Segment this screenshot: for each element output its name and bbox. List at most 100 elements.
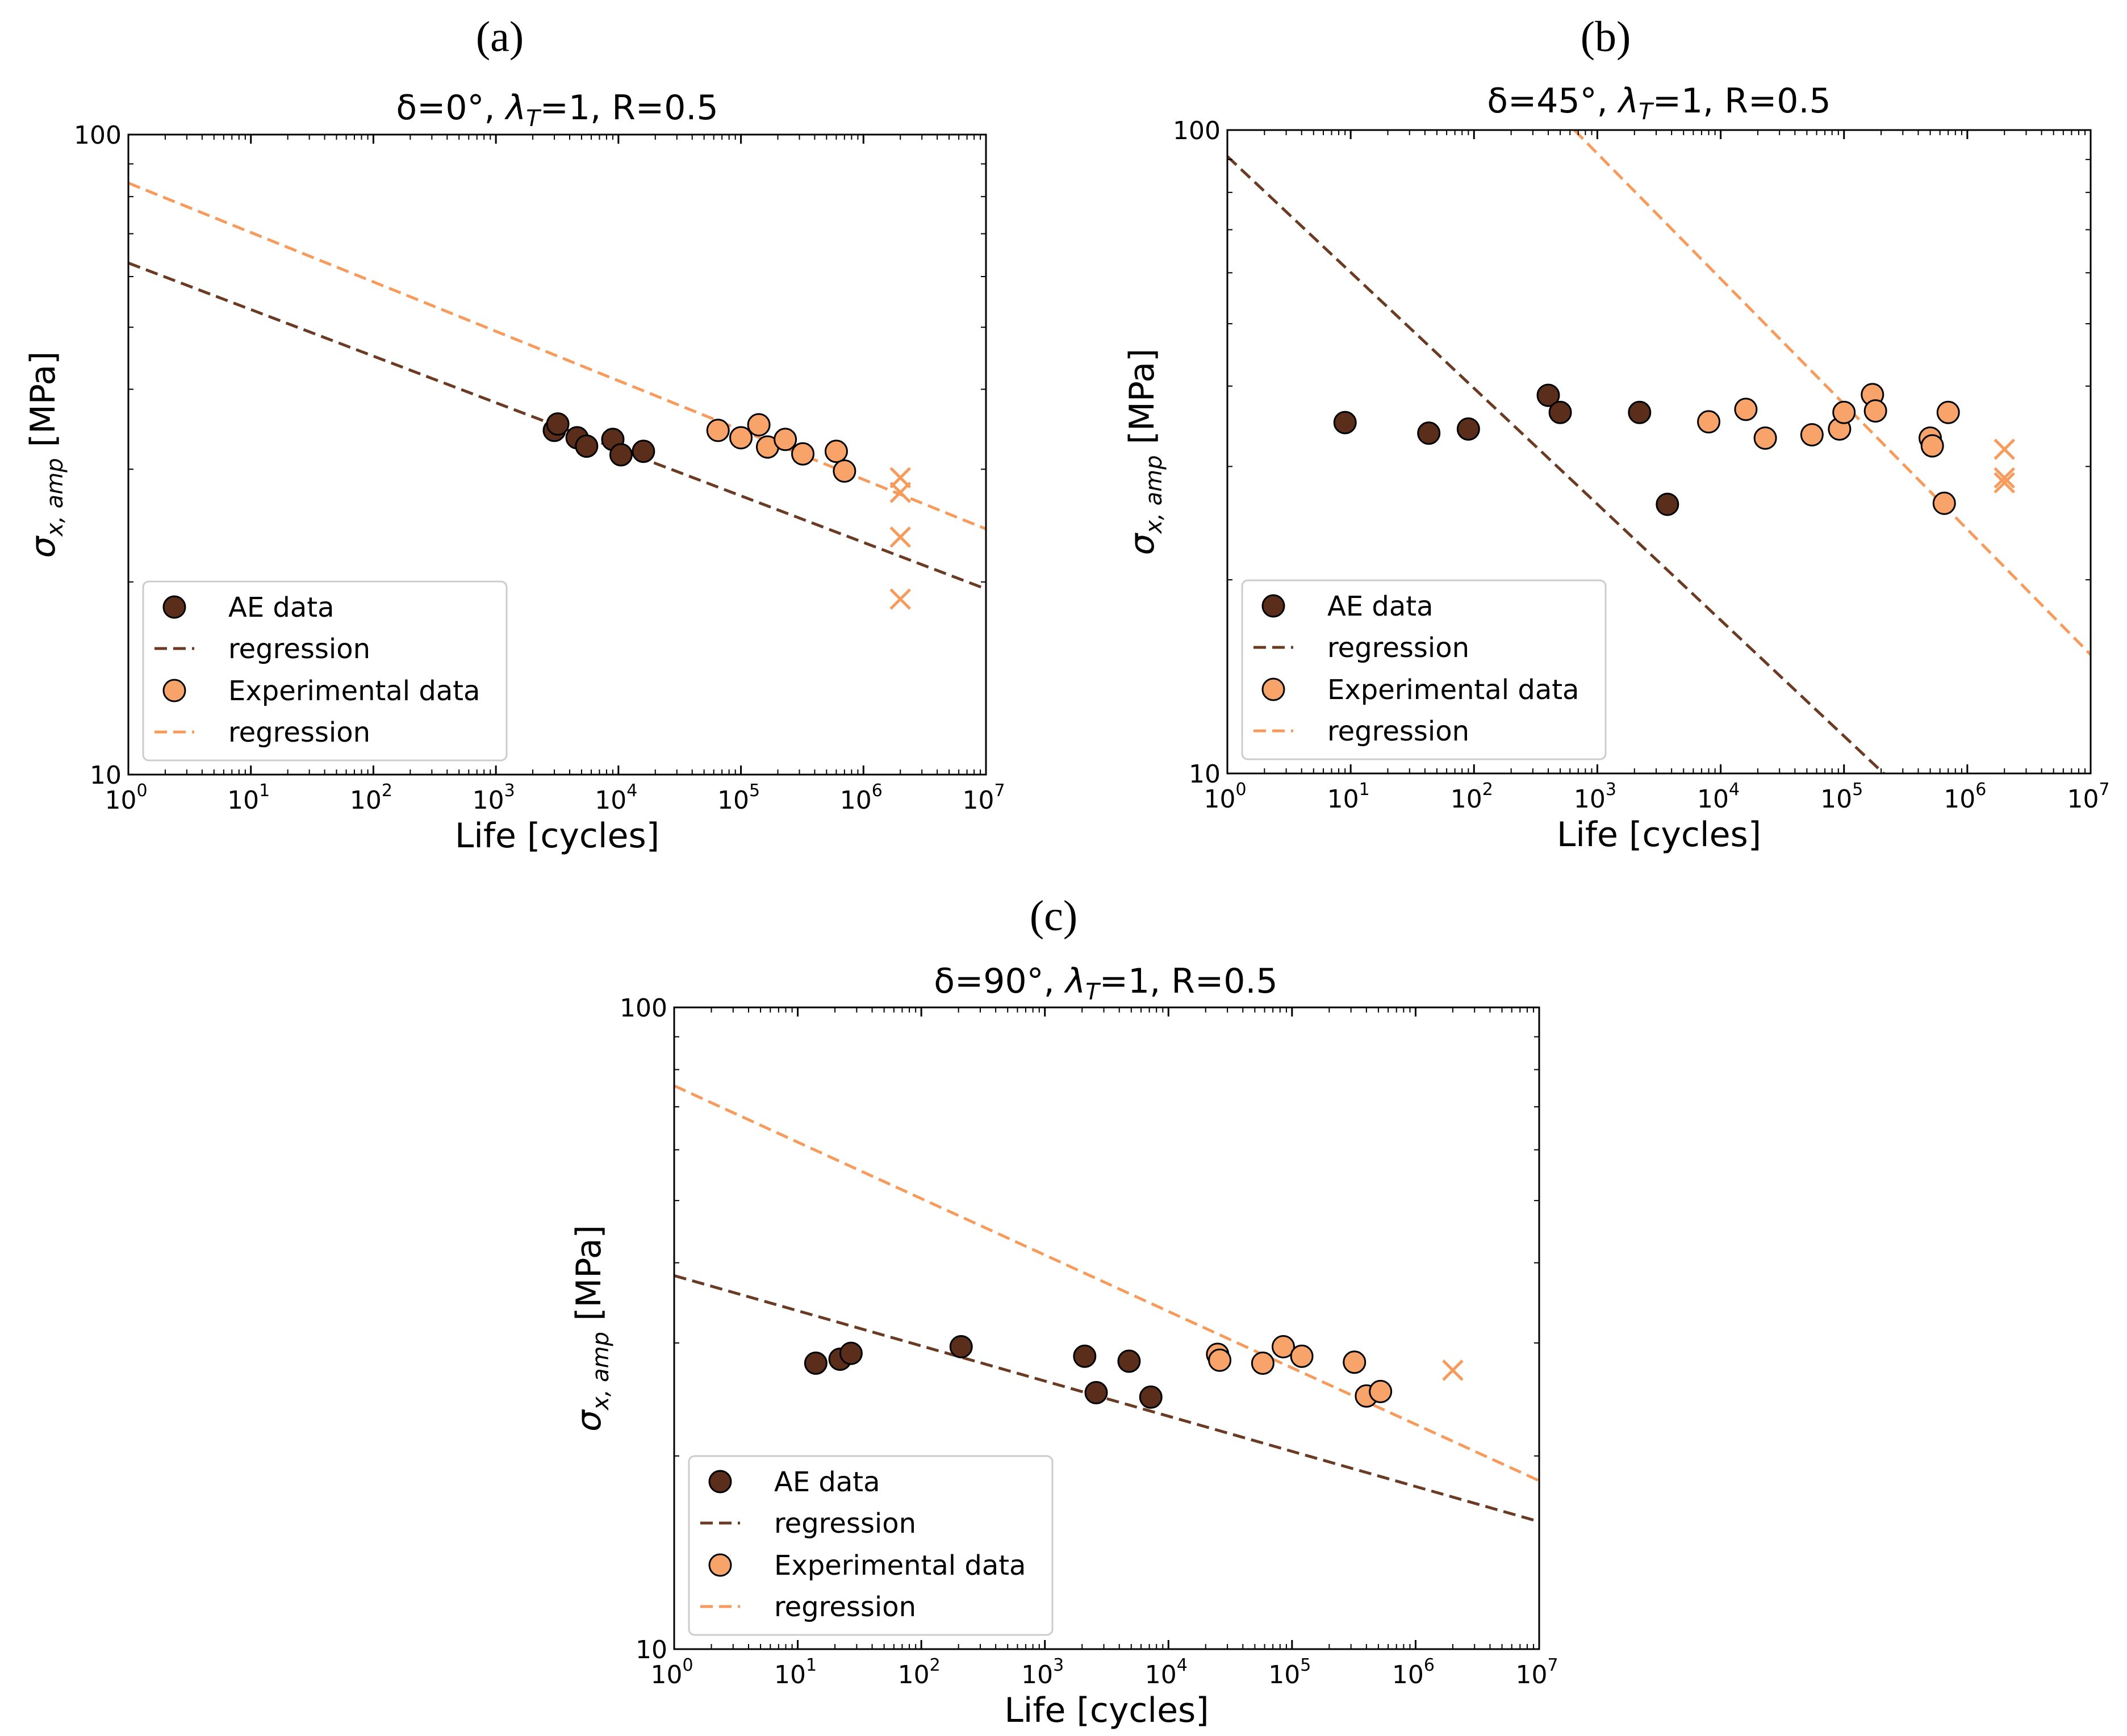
x-tick-label: 104 [1697,780,1740,814]
legend-ae-marker [708,1470,732,1494]
x-tick-label: 106 [1392,1655,1435,1689]
ae-data-point [575,434,599,458]
y-tick-label: 10 [636,1635,667,1664]
legend-entry-label: regression [774,1508,916,1540]
experimental-data-point [747,413,771,437]
y-tick-label: 100 [1173,116,1221,145]
legend-entry-label: AE data [774,1466,880,1498]
legend-entry-label: regression [774,1591,916,1623]
legend-entry-label: Experimental data [1327,674,1579,706]
x-tick-label: 102 [1451,780,1493,814]
legend-entry-label: Experimental data [228,675,480,707]
x-tick-label: 104 [1145,1655,1188,1689]
legend-box [1241,579,1607,760]
experimental-data-point [833,459,856,483]
runout-cross [889,588,911,610]
legend-entry-label: AE data [228,592,335,624]
experimental-data-point [791,442,815,466]
x-tick-label: 101 [1327,780,1370,814]
ae-data-point [949,1335,973,1358]
experimental-data-point [706,419,730,442]
experimental-data-point [729,426,753,450]
ae-data-point [632,440,655,463]
runout-cross [889,526,911,548]
runout-cross [1442,1359,1464,1381]
runout-cross [1994,438,2015,460]
ae-data-point [1628,400,1652,424]
legend-entry-label: regression [1327,632,1469,664]
experimental-data-point [1290,1344,1314,1368]
x-tick-label: 100 [650,1655,693,1689]
legend: AE data regression Experimental data regres… [688,1455,1054,1636]
experimental-regression-line [1573,130,2091,656]
ae-data-point [1548,400,1572,424]
ae-data-point [1139,1385,1163,1409]
x-tick-label: 101 [227,781,270,815]
x-tick-label: 105 [717,781,760,815]
ae-data-point [1656,492,1679,516]
legend-experimental-marker [708,1553,732,1577]
x-tick-label: 100 [105,781,147,815]
x-tick-label: 100 [1204,780,1246,814]
x-tick-label: 107 [2067,780,2109,814]
x-tick-label: 102 [350,781,392,815]
ae-data-point [1117,1349,1141,1373]
ae-data-point [1073,1344,1097,1368]
x-tick-label: 107 [962,781,1005,815]
experimental-data-point [1800,423,1824,447]
x-tick-label: 107 [1515,1655,1558,1689]
chart-title: δ=90°, λT=1, R=0.5 [934,961,1277,1005]
experimental-data-point [1932,491,1956,515]
experimental-data-point [1369,1379,1393,1403]
runout-cross [889,482,911,503]
plot-frame [1226,129,2092,775]
chart-title: δ=0°, λT=1, R=0.5 [396,88,718,132]
x-tick-label: 104 [595,781,637,815]
experimental-data-point [1697,410,1721,434]
x-tick-label: 103 [1021,1655,1064,1689]
experimental-data-point [1343,1350,1367,1374]
y-axis-label: σx, amp [MPa] [1122,349,1167,555]
legend-experimental-marker [1261,677,1285,701]
ae-regression-line [1227,155,1885,773]
ae-data-point [1084,1381,1108,1404]
ae-data-point [609,443,633,467]
plot-frame [673,1006,1540,1650]
y-tick-label: 100 [620,994,667,1023]
legend-box [688,1455,1054,1636]
legend-ae-marker [1261,594,1285,618]
experimental-data-point [1920,434,1944,458]
x-tick-label: 106 [840,781,883,815]
ae-data-point [546,412,570,436]
experimental-data-point [1734,398,1758,421]
x-tick-label: 105 [1268,1655,1311,1689]
experimental-data-point [774,428,797,451]
y-tick-label: 100 [74,121,122,150]
ae-data-point [1456,417,1480,441]
legend-box [142,580,508,762]
ae-data-point [1333,411,1357,434]
x-tick-label: 103 [1574,780,1616,814]
legend-entry-label: Experimental data [774,1550,1026,1582]
chart-panel-3: (c) δ=90°, λT=1, R=0.5 100 101 102 103 104 105 1… [569,892,1558,1730]
experimental-data-point [1208,1348,1232,1372]
experimental-data-point [1936,400,1960,424]
chart-panel-2: (b) δ=45°, λT=1, R=0.5 100 101 102 103 104 105 1… [1122,13,2110,855]
legend: AE data regression Experimental data regres… [142,580,508,762]
legend-entry-label: regression [228,717,370,748]
panel-label: (a) [476,13,524,61]
runout-cross [1994,467,2015,489]
plot-frame [127,133,987,776]
y-axis-label: σx, amp [MPa] [569,1225,614,1432]
legend-ae-marker [162,595,186,619]
legend-entry-label: regression [1327,716,1469,747]
x-tick-label: 103 [473,781,515,815]
experimental-data-point [824,440,848,463]
x-axis-label: Life [cycles] [1557,815,1761,855]
y-axis-label: σx, amp [MPa] [23,352,68,558]
panel-label: (b) [1581,13,1631,61]
x-tick-label: 101 [774,1655,817,1689]
experimental-regression-line [674,1084,1539,1482]
experimental-data-point [1863,399,1887,423]
